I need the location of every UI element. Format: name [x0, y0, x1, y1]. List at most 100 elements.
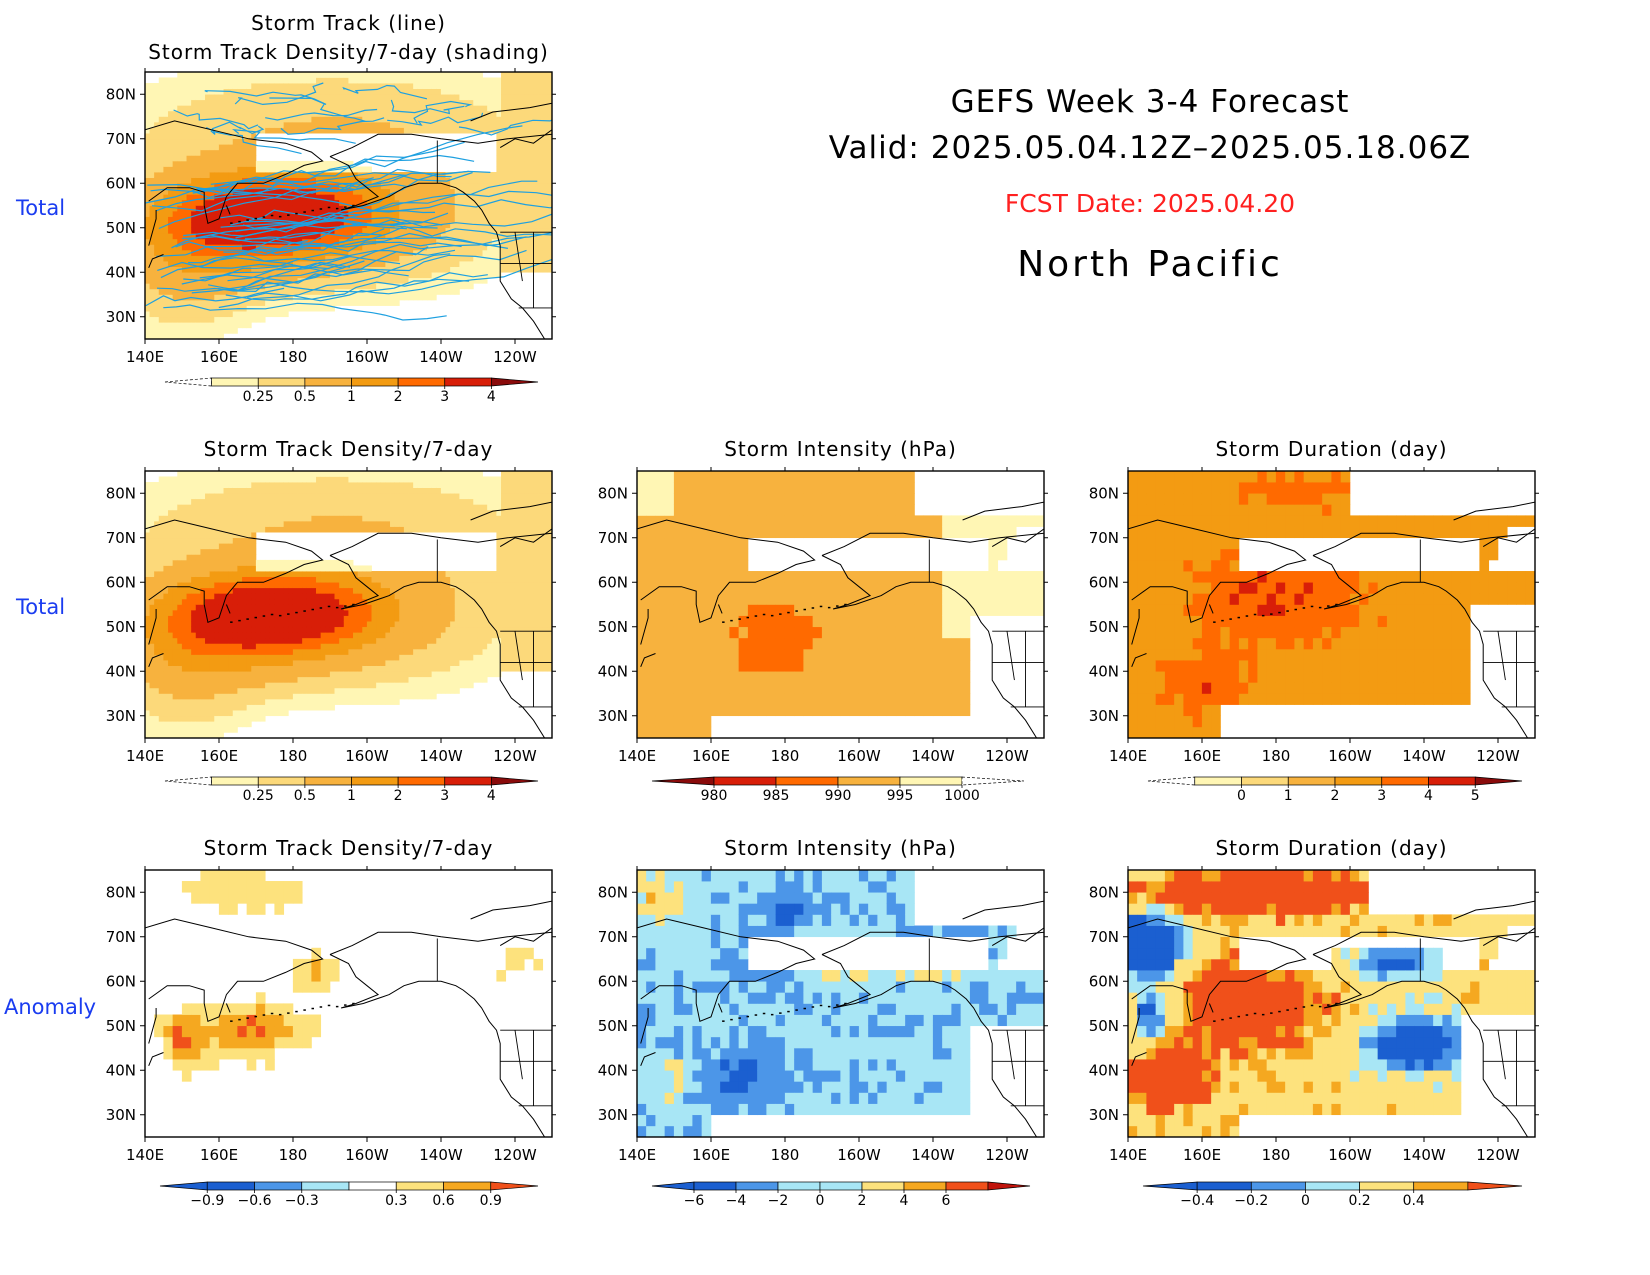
grid-cell: [514, 77, 520, 84]
grid-cell: [311, 177, 317, 184]
grid-cell: [371, 249, 377, 256]
grid-cell: [366, 194, 372, 201]
grid-cell: [145, 83, 150, 89]
grid-cell: [371, 283, 377, 290]
grid-cell: [163, 311, 169, 318]
grid-cell: [172, 487, 178, 494]
grid-cell: [339, 183, 345, 190]
grid-cell: [288, 676, 294, 683]
grid-cell: [288, 121, 294, 128]
grid-cell: [214, 498, 220, 505]
grid-cell: [237, 110, 243, 117]
grid-cell: [218, 676, 224, 683]
grid-cell: [501, 172, 507, 178]
grid-cell: [279, 615, 285, 622]
grid-cell: [145, 687, 150, 694]
grid-cell: [436, 183, 442, 190]
grid-cell: [524, 261, 530, 267]
grid-cell: [237, 249, 243, 256]
storm-track-line: [245, 232, 509, 252]
row-label-top: Total: [16, 196, 66, 220]
grid-cell: [209, 476, 215, 483]
grid-cell: [228, 205, 234, 212]
grid-cell: [186, 172, 192, 178]
grid-cell: [242, 210, 248, 217]
grid-cell: [431, 227, 437, 234]
grid-cell: [339, 88, 345, 95]
grid-cell: [205, 576, 211, 583]
grid-cell: [223, 166, 229, 173]
grid-cell: [177, 698, 183, 705]
grid-cell: [542, 121, 548, 128]
grid-cell: [163, 316, 169, 323]
grid-cell: [200, 726, 206, 733]
grid-cell: [228, 710, 234, 717]
grid-cell: [232, 571, 238, 577]
grid-cell: [214, 227, 220, 234]
grid-cell: [320, 160, 326, 167]
grid-cell: [320, 77, 326, 84]
grid-cell: [538, 194, 544, 201]
grid-cell: [163, 149, 169, 156]
grid-cell: [311, 227, 317, 234]
grid-cell: [154, 626, 160, 633]
grid-cell: [348, 272, 354, 279]
grid-cell: [348, 172, 354, 178]
grid-cell: [306, 166, 312, 173]
grid-cell: [371, 210, 377, 217]
grid-cell: [246, 482, 252, 488]
grid-cell: [487, 177, 493, 184]
grid-cell: [223, 144, 229, 151]
grid-cell: [422, 210, 428, 217]
grid-cell: [242, 543, 248, 550]
grid-cell: [255, 88, 261, 95]
grid-cell: [209, 710, 215, 717]
grid-cell: [413, 283, 419, 290]
grid-cell: [260, 77, 266, 84]
grid-cell: [158, 671, 164, 678]
grid-cell: [237, 138, 243, 145]
region-name: North Pacific: [1017, 244, 1283, 285]
grid-cell: [306, 294, 312, 301]
grid-cell: [422, 94, 428, 101]
grid-cell: [431, 183, 437, 190]
grid-cell: [228, 149, 234, 156]
grid-cell: [380, 183, 386, 190]
grid-cell: [145, 509, 150, 516]
grid-cell: [205, 110, 211, 117]
grid-cell: [274, 498, 280, 505]
grid-cell: [501, 77, 507, 84]
grid-cell: [186, 166, 192, 173]
grid-cell: [218, 72, 224, 78]
grid-cell: [283, 626, 289, 633]
grid-cell: [302, 83, 308, 89]
grid-cell: [288, 222, 294, 229]
grid-cell: [218, 116, 224, 123]
grid-cell: [163, 160, 169, 167]
grid-cell: [154, 682, 160, 689]
grid-cell: [542, 116, 548, 123]
grid-cell: [168, 216, 174, 223]
grid-cell: [528, 194, 534, 201]
grid-cell: [514, 72, 520, 78]
grid-cell: [191, 249, 197, 256]
grid-cell: [422, 121, 428, 128]
grid-cell: [329, 105, 335, 112]
grid-cell: [228, 261, 234, 267]
grid-cell: [172, 476, 178, 483]
grid-cell: [265, 509, 271, 516]
grid-cell: [519, 199, 525, 206]
grid-cell: [228, 127, 234, 134]
grid-cell: [149, 571, 155, 577]
grid-cell: [445, 116, 451, 123]
grid-cell: [288, 526, 294, 533]
grid-cell: [214, 138, 220, 145]
coastline: [145, 120, 324, 224]
grid-cell: [357, 210, 363, 217]
grid-cell: [163, 587, 169, 594]
grid-cell: [149, 322, 155, 329]
grid-cell: [205, 172, 211, 178]
grid-cell: [274, 83, 280, 89]
grid-cell: [454, 172, 460, 178]
grid-cell: [255, 194, 261, 201]
